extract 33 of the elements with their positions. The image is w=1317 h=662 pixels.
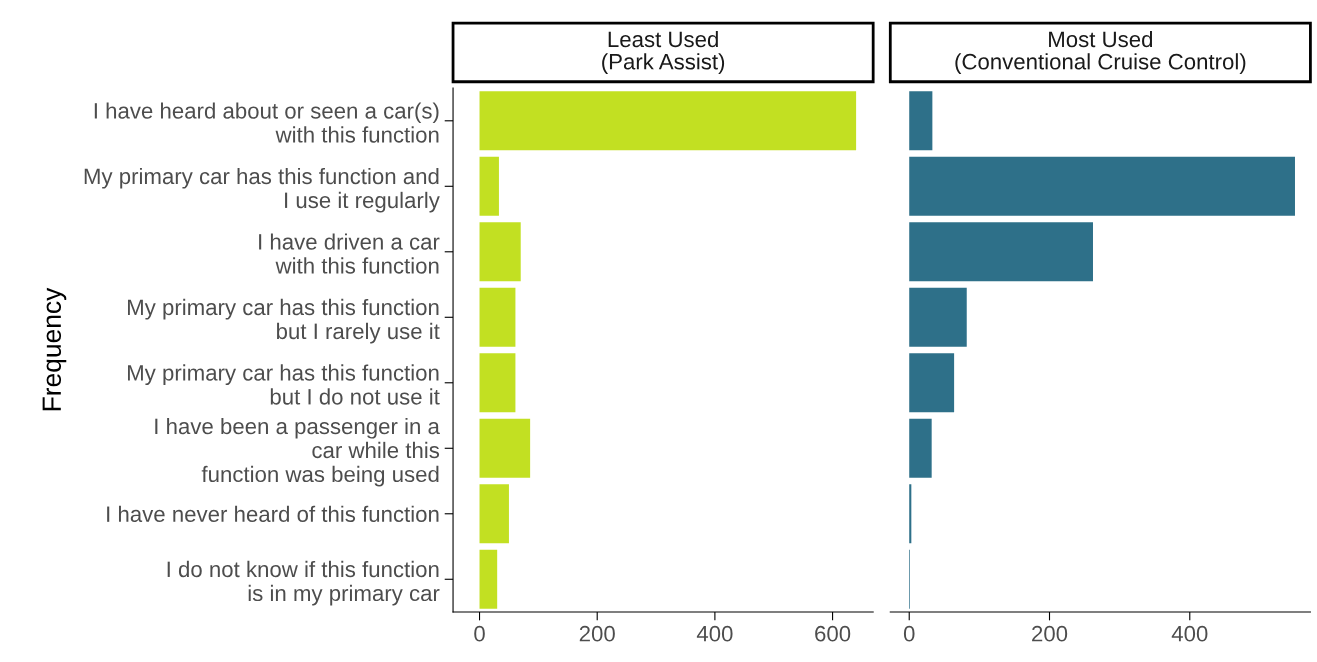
y-tick-label: I have been a passenger in a car while this function was being used (155, 417, 440, 487)
bar (479, 549, 498, 609)
y-tick-label: My primary car has this function and I use it regularly (84, 167, 440, 213)
bar (479, 287, 516, 347)
bar (909, 222, 1093, 282)
y-tick-label: I have heard about or seen a car(s) with this function (94, 102, 439, 143)
bar (909, 353, 955, 413)
bar (479, 418, 531, 478)
bar (479, 222, 521, 282)
chart-title: Least Used (Park Assist) (602, 30, 725, 74)
y-tick-label: I have driven a car with this function (259, 233, 440, 274)
x-tick-label: 0 (474, 625, 485, 642)
x-tick-label: 400 (1171, 625, 1208, 642)
x-tick-label: 0 (903, 625, 915, 642)
x-tick-label: 600 (815, 625, 851, 642)
bar (909, 418, 932, 478)
x-tick-label: 200 (1032, 625, 1068, 642)
bar (909, 156, 1295, 216)
bar (909, 287, 967, 347)
bar (479, 91, 857, 151)
y-tick-label: My primary car has this function but I do not use it (128, 364, 440, 405)
bar (479, 353, 516, 413)
bar (479, 156, 499, 216)
bar (909, 484, 912, 544)
y-tick-label: I do not know if this function is in my primary car (167, 560, 440, 606)
y-tick-label: I have never heard of this function (107, 505, 439, 523)
x-tick-label: 400 (696, 625, 733, 642)
y-tick-label: My primary car has this function but I rarely use it (128, 298, 440, 344)
chart-title: Most Used (Conventional Cruise Control) (955, 30, 1246, 74)
bar (909, 91, 933, 151)
x-tick-label: 200 (579, 625, 615, 642)
bar (479, 484, 509, 544)
y-axis-title: Frequency (42, 287, 67, 411)
